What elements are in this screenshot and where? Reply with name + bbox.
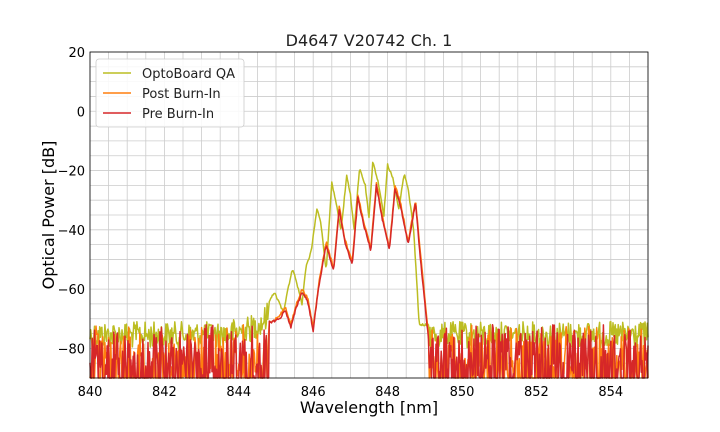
y-tick-label: −40 — [58, 224, 85, 239]
y-tick-label: 0 — [77, 105, 85, 120]
x-tick-label: 846 — [301, 385, 326, 400]
x-axis-label: Wavelength [nm] — [300, 398, 438, 417]
x-tick-label: 842 — [152, 385, 177, 400]
legend: OptoBoard QA Post Burn-In Pre Burn-In — [95, 58, 245, 128]
y-tick-label: −20 — [58, 165, 85, 180]
legend-box — [95, 58, 245, 128]
x-tick-label: 852 — [524, 385, 549, 400]
y-tick-label: −80 — [58, 342, 85, 357]
series-line — [89, 184, 649, 379]
y-tick-labels: 20 0 −20 −40 −60 −80 — [58, 46, 85, 357]
legend-label: Post Burn-In — [142, 87, 221, 102]
y-axis-label: Optical Power [dB] — [39, 141, 58, 290]
legend-label: Pre Burn-In — [142, 107, 214, 122]
plot-frame — [89, 51, 649, 379]
x-tick-label: 848 — [375, 385, 400, 400]
y-tick-label: 20 — [68, 46, 85, 61]
legend-label: OptoBoard QA — [142, 67, 235, 82]
chart-title: D4647 V20742 Ch. 1 — [286, 31, 453, 50]
y-tick-label: −60 — [58, 283, 85, 298]
x-tick-label: 854 — [598, 385, 623, 400]
x-tick-labels: 840 842 844 846 848 850 852 854 — [78, 385, 624, 400]
x-tick-label: 844 — [226, 385, 251, 400]
x-tick-label: 840 — [78, 385, 103, 400]
x-tick-label: 850 — [450, 385, 475, 400]
